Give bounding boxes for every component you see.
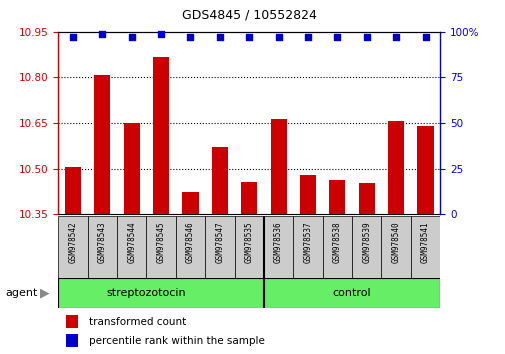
Bar bbox=[381, 216, 410, 278]
Bar bbox=[65, 167, 81, 214]
Text: percentile rank within the sample: percentile rank within the sample bbox=[89, 336, 265, 346]
Text: GSM978535: GSM978535 bbox=[244, 221, 253, 263]
Point bbox=[245, 34, 253, 40]
Point bbox=[421, 34, 429, 40]
Bar bbox=[153, 57, 169, 214]
Bar bbox=[264, 216, 293, 278]
Point bbox=[333, 34, 341, 40]
Text: GSM978537: GSM978537 bbox=[303, 221, 312, 263]
Bar bbox=[58, 216, 87, 278]
Bar bbox=[351, 216, 381, 278]
Text: agent: agent bbox=[5, 288, 37, 298]
Bar bbox=[410, 216, 439, 278]
Bar bbox=[211, 147, 227, 214]
Bar bbox=[182, 192, 198, 214]
Point bbox=[391, 34, 399, 40]
Bar bbox=[175, 216, 205, 278]
Bar bbox=[299, 175, 316, 214]
Text: GSM978540: GSM978540 bbox=[391, 221, 400, 263]
Text: ▶: ▶ bbox=[39, 287, 49, 299]
Bar bbox=[205, 216, 234, 278]
Text: transformed count: transformed count bbox=[89, 316, 186, 327]
Bar bbox=[123, 123, 139, 214]
Bar bbox=[329, 180, 345, 214]
Point bbox=[215, 34, 223, 40]
Text: GDS4845 / 10552824: GDS4845 / 10552824 bbox=[181, 9, 316, 22]
Text: GSM978542: GSM978542 bbox=[68, 221, 77, 263]
Bar bbox=[234, 216, 264, 278]
Text: GSM978539: GSM978539 bbox=[362, 221, 371, 263]
Point bbox=[362, 34, 370, 40]
Bar bbox=[87, 216, 117, 278]
Bar bbox=[241, 182, 257, 214]
Bar bbox=[146, 216, 175, 278]
Text: GSM978536: GSM978536 bbox=[274, 221, 282, 263]
Text: GSM978544: GSM978544 bbox=[127, 221, 136, 263]
Text: GSM978538: GSM978538 bbox=[332, 221, 341, 263]
Bar bbox=[293, 216, 322, 278]
Bar bbox=[94, 75, 110, 214]
Bar bbox=[322, 216, 351, 278]
Text: streptozotocin: streptozotocin bbox=[107, 288, 186, 298]
Text: GSM978543: GSM978543 bbox=[97, 221, 107, 263]
Text: GSM978546: GSM978546 bbox=[185, 221, 194, 263]
Text: GSM978541: GSM978541 bbox=[420, 221, 429, 263]
Point bbox=[69, 34, 77, 40]
Text: GSM978547: GSM978547 bbox=[215, 221, 224, 263]
Bar bbox=[264, 278, 439, 308]
Point bbox=[304, 34, 312, 40]
Bar bbox=[270, 119, 286, 214]
Point bbox=[274, 34, 282, 40]
Point bbox=[186, 34, 194, 40]
Text: control: control bbox=[332, 288, 371, 298]
Bar bbox=[417, 126, 433, 214]
Point bbox=[127, 34, 135, 40]
Bar bbox=[66, 335, 78, 347]
Text: GSM978545: GSM978545 bbox=[156, 221, 165, 263]
Bar bbox=[358, 183, 374, 214]
Bar bbox=[387, 121, 403, 214]
Bar bbox=[66, 315, 78, 328]
Point bbox=[98, 31, 106, 36]
Point bbox=[157, 31, 165, 36]
Bar bbox=[117, 216, 146, 278]
Bar bbox=[58, 278, 264, 308]
